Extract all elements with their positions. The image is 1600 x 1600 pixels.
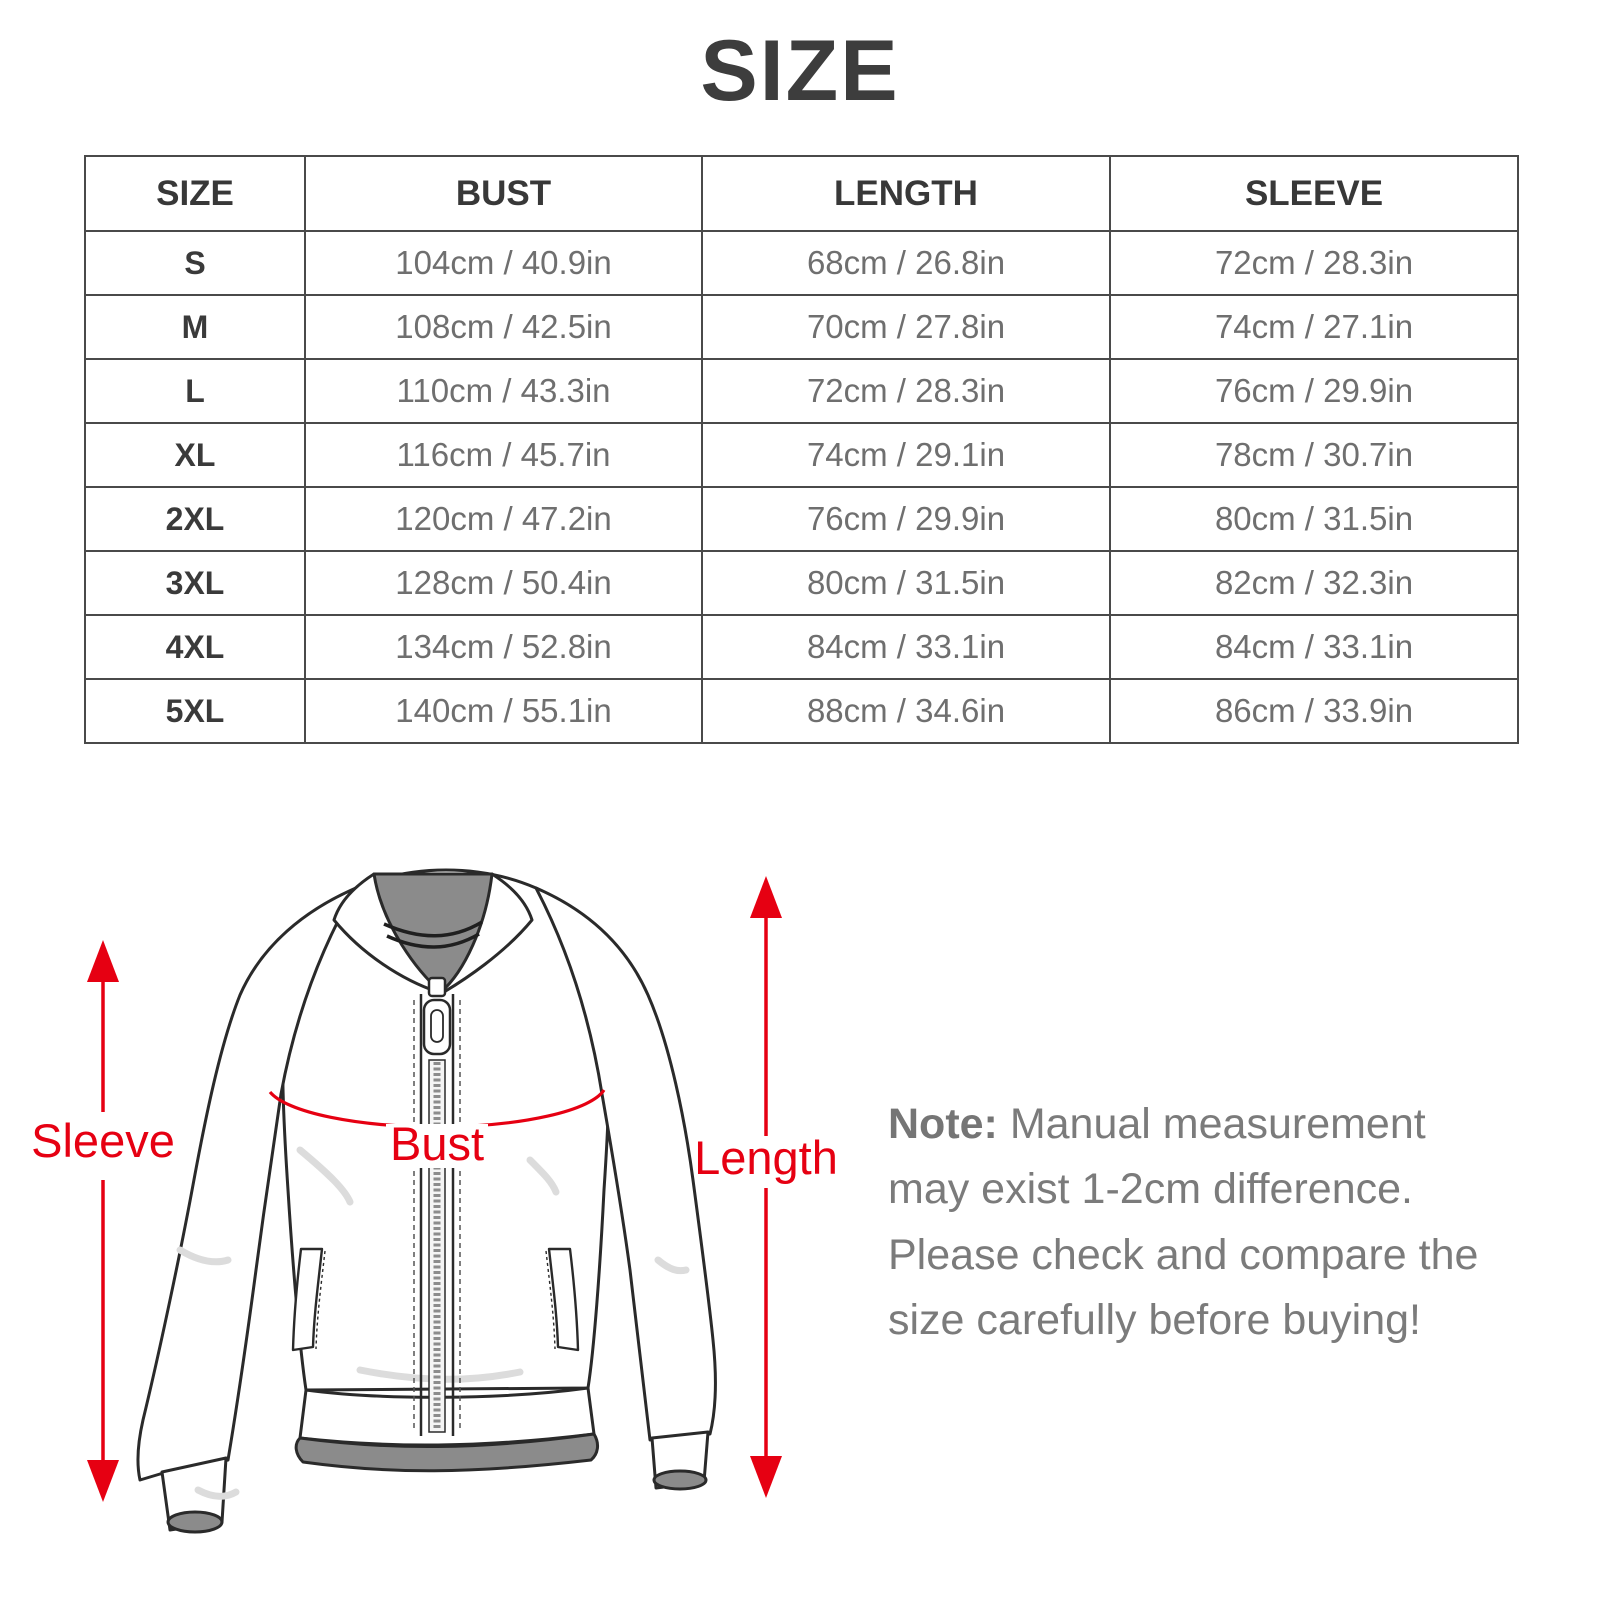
cell-bust: 116cm / 45.7in bbox=[304, 422, 703, 488]
cell-length: 84cm / 33.1in bbox=[701, 614, 1111, 680]
cell-length: 74cm / 29.1in bbox=[701, 422, 1111, 488]
cell-length: 88cm / 34.6in bbox=[701, 678, 1111, 744]
right-pocket bbox=[547, 1247, 580, 1352]
cell-size: 2XL bbox=[84, 486, 306, 552]
cell-sleeve: 76cm / 29.9in bbox=[1109, 358, 1519, 424]
cell-bust: 108cm / 42.5in bbox=[304, 294, 703, 360]
left-cuff-cap bbox=[166, 1510, 224, 1534]
sleeve-measure-arrow bbox=[87, 940, 119, 1502]
table-header-row: SIZE BUST LENGTH SLEEVE bbox=[84, 155, 1519, 232]
length-label: Length bbox=[694, 1131, 838, 1184]
table-row: M 108cm / 42.5in 70cm / 27.8in 74cm / 27… bbox=[84, 294, 1519, 360]
garment-gray-parts bbox=[166, 872, 708, 1534]
cell-size: XL bbox=[84, 422, 306, 488]
cell-bust: 104cm / 40.9in bbox=[304, 230, 703, 296]
cell-length: 80cm / 31.5in bbox=[701, 550, 1111, 616]
cell-size: L bbox=[84, 358, 306, 424]
table-row: 3XL 128cm / 50.4in 80cm / 31.5in 82cm / … bbox=[84, 550, 1519, 616]
table-row: XL 116cm / 45.7in 74cm / 29.1in 78cm / 3… bbox=[84, 422, 1519, 488]
note-body: Manual measurement may exist 1-2cm diffe… bbox=[888, 1100, 1479, 1345]
sleeve-label: Sleeve bbox=[31, 1114, 175, 1167]
cell-size: 5XL bbox=[84, 678, 306, 744]
cell-length: 68cm / 26.8in bbox=[701, 230, 1111, 296]
jacket-measurement-diagram: Bust Sleeve Length bbox=[31, 868, 838, 1534]
table-row: L 110cm / 43.3in 72cm / 28.3in 76cm / 29… bbox=[84, 358, 1519, 424]
bust-label: Bust bbox=[390, 1117, 484, 1170]
zipper-pull bbox=[422, 998, 452, 1056]
column-header-size: SIZE bbox=[84, 155, 306, 232]
column-header-length: LENGTH bbox=[701, 155, 1111, 232]
table-row: 2XL 120cm / 47.2in 76cm / 29.9in 80cm / … bbox=[84, 486, 1519, 552]
cell-bust: 110cm / 43.3in bbox=[304, 358, 703, 424]
cell-bust: 120cm / 47.2in bbox=[304, 486, 703, 552]
table-row: S 104cm / 40.9in 68cm / 26.8in 72cm / 28… bbox=[84, 230, 1519, 296]
table-row: 4XL 134cm / 52.8in 84cm / 33.1in 84cm / … bbox=[84, 614, 1519, 680]
cell-sleeve: 80cm / 31.5in bbox=[1109, 486, 1519, 552]
size-table-body: S 104cm / 40.9in 68cm / 26.8in 72cm / 28… bbox=[84, 230, 1519, 744]
collar-stitch-lines bbox=[383, 920, 483, 949]
cell-sleeve: 82cm / 32.3in bbox=[1109, 550, 1519, 616]
left-pocket bbox=[291, 1247, 324, 1352]
cell-size: 3XL bbox=[84, 550, 306, 616]
zipper-slider bbox=[427, 976, 447, 998]
hem-band bbox=[298, 1386, 596, 1447]
measurement-annotations: Bust Sleeve Length bbox=[31, 876, 838, 1502]
size-table: SIZE BUST LENGTH SLEEVE S 104cm / 40.9in… bbox=[84, 155, 1519, 744]
cell-bust: 128cm / 50.4in bbox=[304, 550, 703, 616]
note-prefix: Note: bbox=[888, 1100, 998, 1148]
cell-size: 4XL bbox=[84, 614, 306, 680]
cell-length: 76cm / 29.9in bbox=[701, 486, 1111, 552]
cell-bust: 140cm / 55.1in bbox=[304, 678, 703, 744]
cell-sleeve: 74cm / 27.1in bbox=[1109, 294, 1519, 360]
hem-inner-strip bbox=[294, 1432, 600, 1473]
note-text: Note: Manual measurement may exist 1-2cm… bbox=[888, 1092, 1513, 1353]
cell-length: 70cm / 27.8in bbox=[701, 294, 1111, 360]
cell-sleeve: 78cm / 30.7in bbox=[1109, 422, 1519, 488]
column-header-bust: BUST bbox=[304, 155, 703, 232]
zipper bbox=[413, 976, 461, 1436]
cell-size: S bbox=[84, 230, 306, 296]
cell-sleeve: 72cm / 28.3in bbox=[1109, 230, 1519, 296]
cell-sleeve: 84cm / 33.1in bbox=[1109, 614, 1519, 680]
cell-size: M bbox=[84, 294, 306, 360]
table-row: 5XL 140cm / 55.1in 88cm / 34.6in 86cm / … bbox=[84, 678, 1519, 744]
right-cuff-cap bbox=[652, 1469, 708, 1491]
pockets bbox=[291, 1247, 580, 1352]
column-header-sleeve: SLEEVE bbox=[1109, 155, 1519, 232]
cell-bust: 134cm / 52.8in bbox=[304, 614, 703, 680]
cell-sleeve: 86cm / 33.9in bbox=[1109, 678, 1519, 744]
page-title: SIZE bbox=[700, 23, 900, 119]
cell-length: 72cm / 28.3in bbox=[701, 358, 1111, 424]
length-measure-arrow bbox=[750, 876, 782, 1498]
